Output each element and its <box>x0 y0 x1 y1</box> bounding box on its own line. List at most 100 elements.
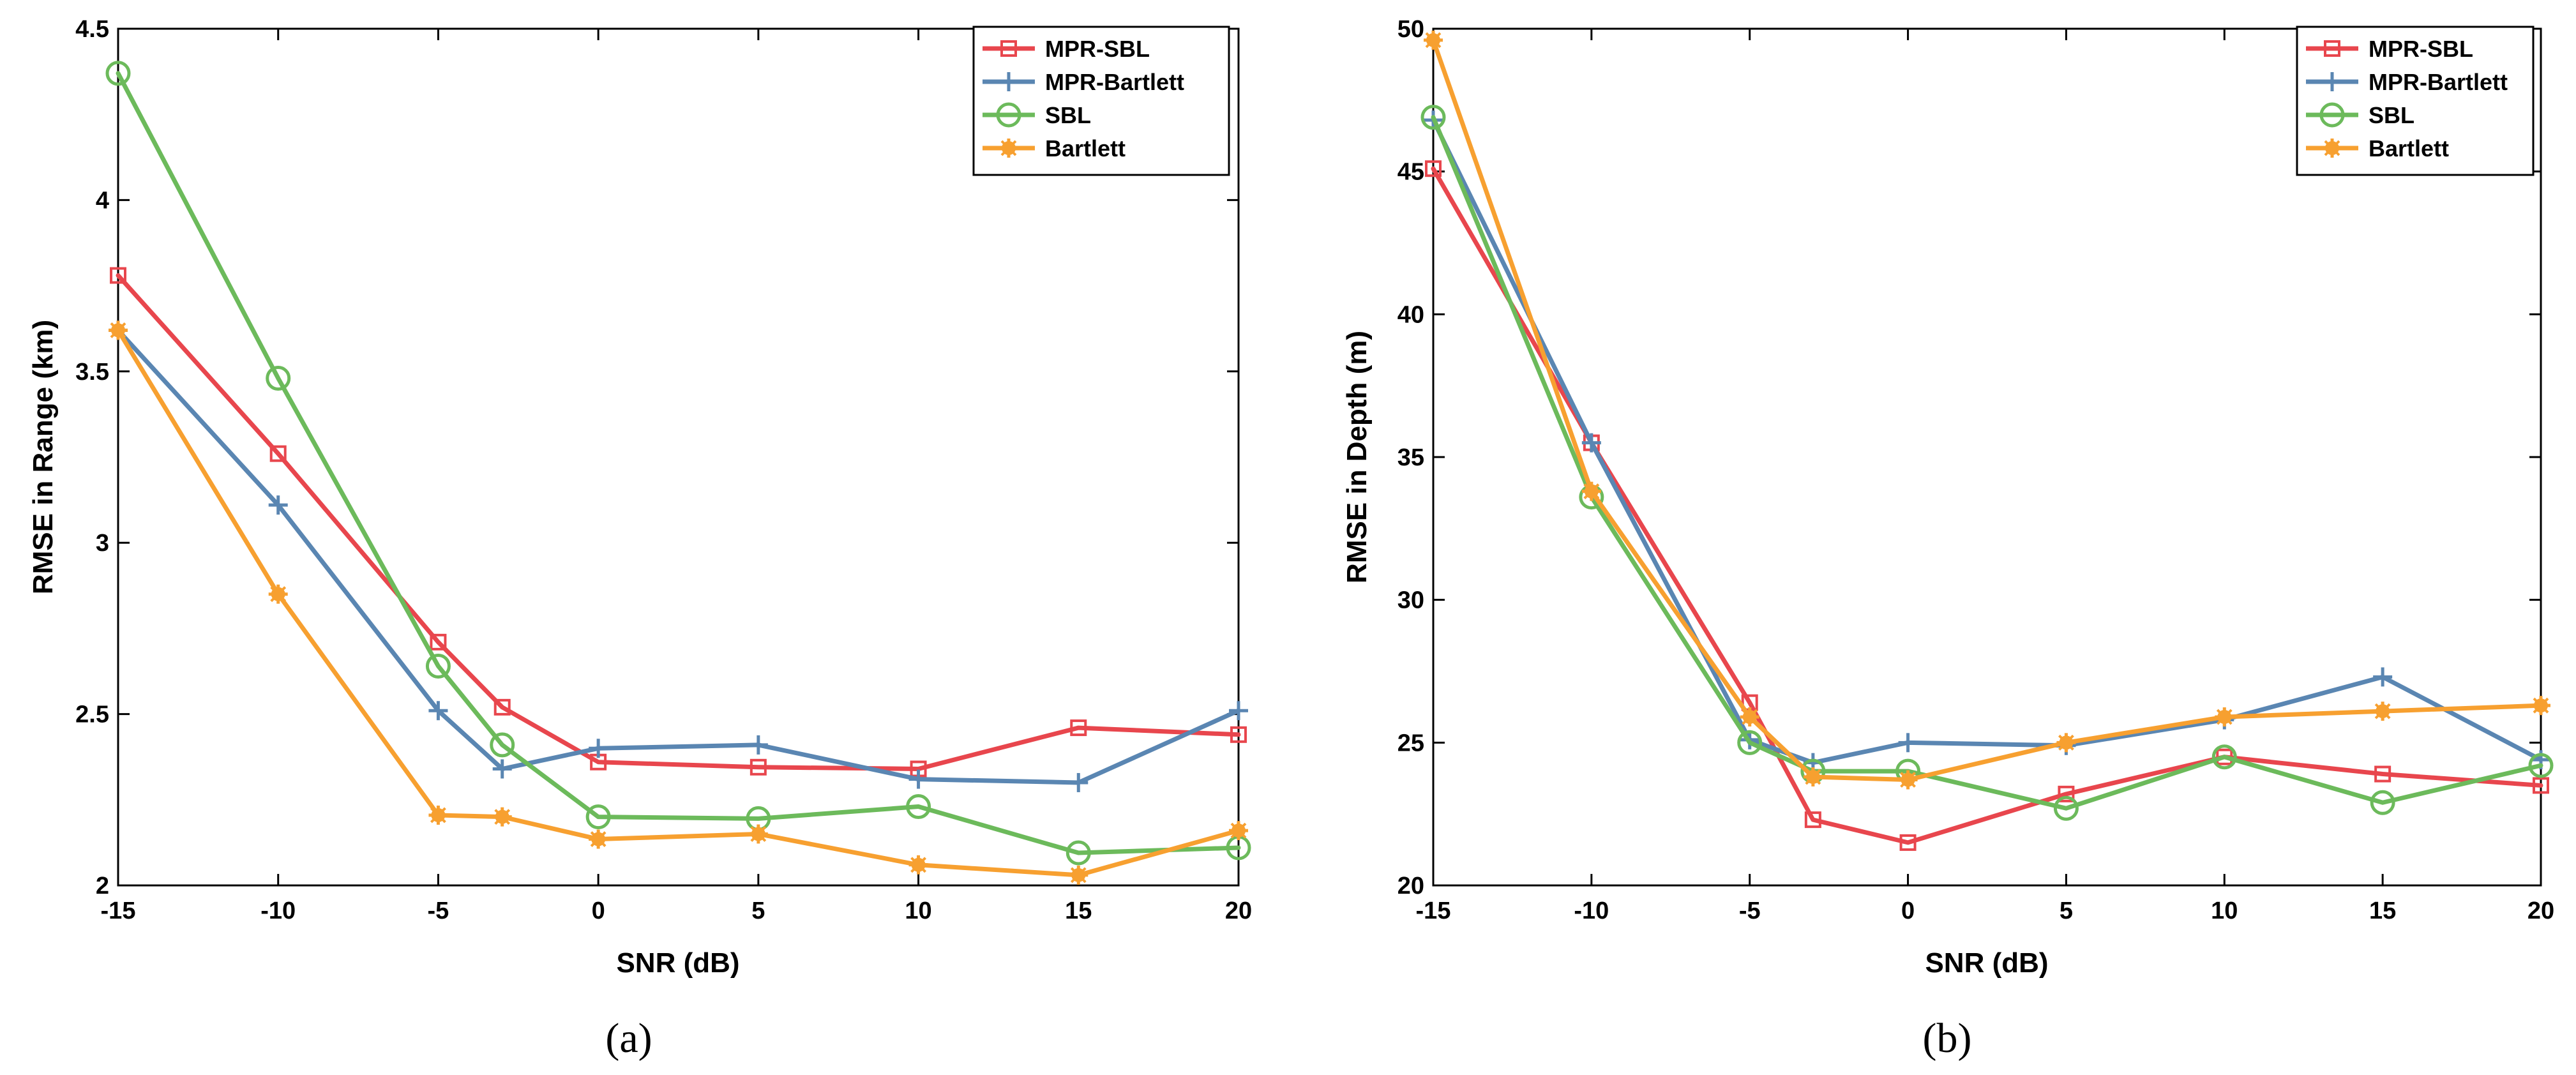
x-tick-label-a: -10 <box>260 898 296 924</box>
legend-item-mpr-bartlett: MPR-Bartlett <box>983 69 1184 95</box>
data-point-sbl <box>490 732 515 758</box>
data-point-sbl <box>2370 790 2395 815</box>
legend-item-sbl: SBL <box>2306 102 2414 128</box>
legend-item-bartlett: Bartlett <box>983 135 1126 162</box>
data-point-mpr-bartlett <box>1898 733 1918 753</box>
legend-a: MPR-SBL MPR-Bartlett SBL Bartlett <box>972 26 1230 176</box>
data-point-bartlett <box>1740 707 1759 727</box>
data-point-sbl <box>1737 730 1763 755</box>
data-point-bartlett <box>2215 707 2234 727</box>
x-tick-label-a: -5 <box>428 898 449 924</box>
caption-a: (a) <box>605 1015 652 1062</box>
legend-label-sbl: SBL <box>2369 102 2414 128</box>
x-tick-label-a: 15 <box>1065 898 1092 924</box>
legend-label-sbl: SBL <box>1045 102 1091 128</box>
y-axis-label-b: RMSE in Depth (m) <box>1341 331 1373 583</box>
x-axis-label-a: SNR (dB) <box>616 947 739 979</box>
data-point-sbl <box>2528 753 2554 778</box>
legend-label-mpr-sbl: MPR-SBL <box>2369 36 2473 62</box>
data-point-bartlett <box>1898 770 1918 790</box>
data-point-bartlett <box>492 807 512 827</box>
legend-label-bartlett: Bartlett <box>2369 135 2449 162</box>
legend-marker-mpr-sbl <box>1000 40 1017 57</box>
data-point-sbl <box>906 794 931 820</box>
legend-marker-bartlett <box>999 139 1018 158</box>
x-tick-label-b: 5 <box>2060 898 2073 924</box>
legend-item-sbl: SBL <box>983 102 1091 128</box>
legend-marker-mpr-sbl <box>2324 40 2340 57</box>
x-tick-label-a: 5 <box>751 898 765 924</box>
legend-label-mpr-bartlett: MPR-Bartlett <box>2369 69 2508 95</box>
data-point-sbl <box>105 61 131 86</box>
data-point-mpr-bartlett <box>908 769 928 789</box>
x-tick-label-b: 10 <box>2211 898 2238 924</box>
legend-item-mpr-bartlett: MPR-Bartlett <box>2306 69 2508 95</box>
legend-marker-sbl <box>996 102 1021 128</box>
data-point-mpr-sbl <box>269 445 287 462</box>
data-point-mpr-bartlett <box>268 495 288 515</box>
y-tick-label-a: 3.5 <box>75 359 109 386</box>
data-point-mpr-sbl <box>749 758 767 776</box>
data-point-bartlett <box>589 829 608 849</box>
legend-item-mpr-sbl: MPR-SBL <box>2306 36 2473 62</box>
data-point-mpr-sbl <box>1899 834 1917 851</box>
data-point-bartlett <box>1069 865 1088 885</box>
data-point-sbl <box>1420 105 1446 130</box>
x-tick-label-b: 15 <box>2369 898 2396 924</box>
series-line-sbl <box>116 71 1241 855</box>
legend-label-bartlett: Bartlett <box>1045 135 1126 162</box>
y-tick-label-b: 45 <box>1397 159 1424 186</box>
caption-b: (b) <box>1923 1015 1972 1062</box>
data-point-mpr-sbl <box>493 698 511 716</box>
data-point-mpr-bartlett <box>492 759 512 779</box>
data-point-mpr-bartlett <box>589 739 608 758</box>
y-tick-label-b: 20 <box>1397 873 1424 899</box>
data-point-bartlett <box>1803 767 1823 787</box>
legend-b: MPR-SBL MPR-Bartlett SBL Bartlett <box>2296 26 2535 176</box>
y-axis-label-a: RMSE in Range (km) <box>27 320 59 594</box>
data-point-mpr-bartlett <box>2373 667 2393 687</box>
data-point-mpr-bartlett <box>1229 701 1248 721</box>
data-point-bartlett <box>2056 733 2076 753</box>
legend-marker-mpr-bartlett <box>999 72 1018 91</box>
x-tick-label-b: 0 <box>1901 898 1915 924</box>
data-point-mpr-bartlett <box>428 701 448 721</box>
legend-marker-sbl <box>2319 102 2345 128</box>
data-point-bartlett <box>1581 481 1601 501</box>
series-lines-b <box>1420 30 2554 851</box>
x-tick-label-a: -15 <box>101 898 136 924</box>
data-point-mpr-sbl <box>1425 160 1442 177</box>
data-point-bartlett <box>2531 696 2550 716</box>
legend-marker-bartlett <box>2323 139 2342 158</box>
y-tick-label-a: 4.5 <box>75 16 109 43</box>
data-point-mpr-sbl <box>2374 765 2391 783</box>
data-point-mpr-sbl <box>1070 719 1087 737</box>
y-tick-label-a: 3 <box>96 530 109 557</box>
legend-label-mpr-sbl: MPR-SBL <box>1045 36 1150 62</box>
data-point-mpr-sbl <box>2058 785 2075 802</box>
data-point-mpr-bartlett <box>748 735 768 755</box>
data-point-mpr-sbl <box>2533 777 2549 794</box>
legend-item-bartlett: Bartlett <box>2306 135 2449 162</box>
data-point-bartlett <box>748 824 768 844</box>
series-line-mpr-sbl <box>116 273 1241 771</box>
y-tick-label-a: 4 <box>96 187 109 214</box>
data-point-mpr-sbl <box>110 267 126 284</box>
y-tick-label-b: 25 <box>1397 730 1424 756</box>
data-point-sbl <box>2211 744 2237 770</box>
x-tick-label-b: 20 <box>2527 898 2554 924</box>
data-point-sbl <box>1066 840 1091 866</box>
data-point-sbl <box>425 653 451 679</box>
x-tick-label-a: 10 <box>905 898 931 924</box>
legend-label-mpr-bartlett: MPR-Bartlett <box>1045 69 1184 95</box>
y-tick-label-a: 2.5 <box>75 702 109 728</box>
legend-marker-mpr-bartlett <box>2323 72 2342 91</box>
y-tick-label-a: 2 <box>96 873 109 899</box>
data-point-bartlett <box>2373 702 2393 721</box>
data-point-mpr-sbl <box>430 633 447 650</box>
x-tick-label-b: -5 <box>1739 898 1761 924</box>
data-point-bartlett <box>1229 821 1248 841</box>
data-point-bartlett <box>908 855 928 875</box>
x-tick-label-b: -10 <box>1574 898 1609 924</box>
